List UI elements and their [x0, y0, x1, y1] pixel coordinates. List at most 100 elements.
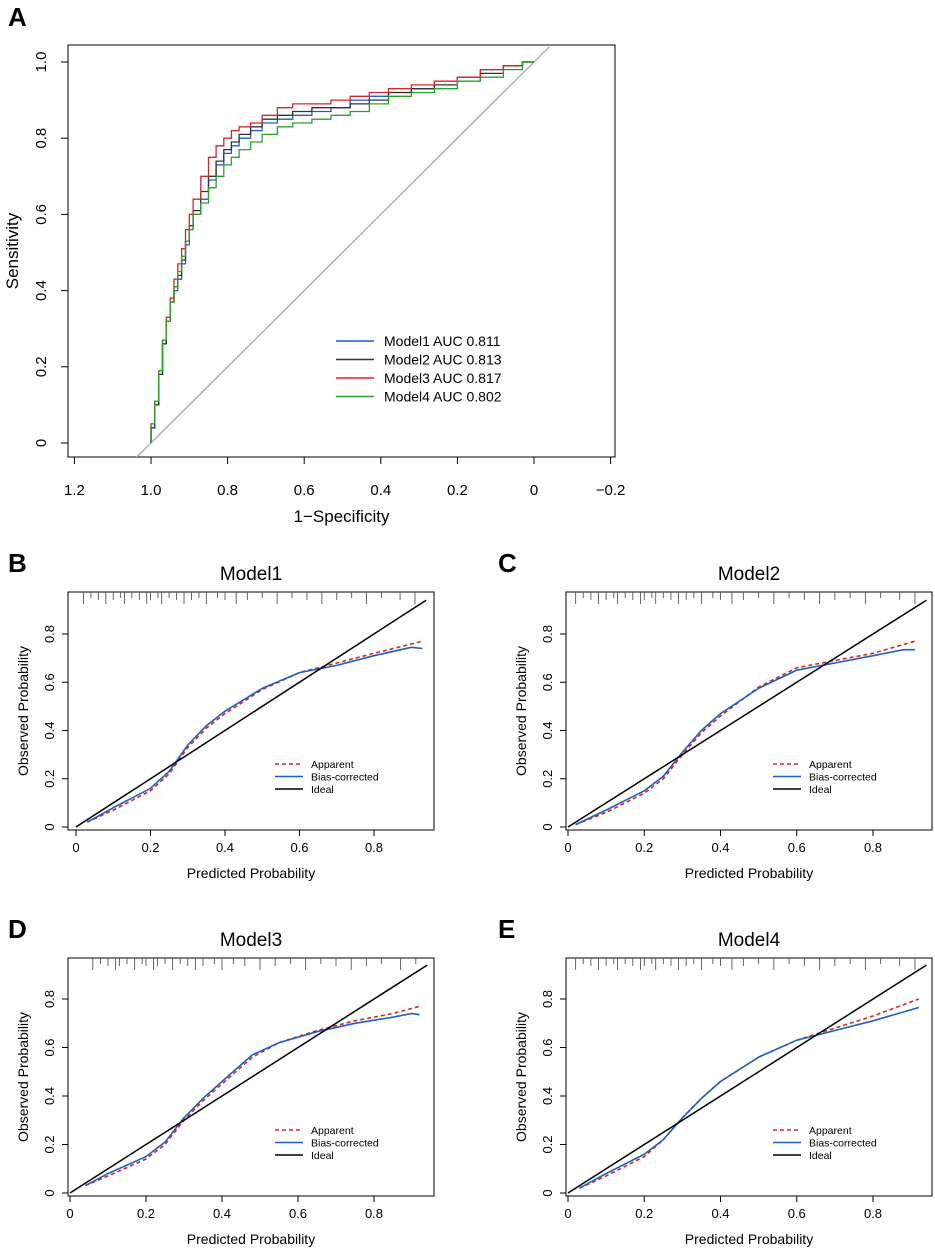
x-tick-label: 0.8 [864, 1206, 882, 1221]
panel-c: C Model2 0 0.2 0.4 0.6 0.8 0 0.2 0.4 0.6 0.8 Predict… [498, 548, 933, 881]
reference-diagonal [136, 46, 550, 457]
ideal-line [567, 964, 927, 1194]
y-axis-title: Observed Probability [15, 646, 31, 776]
x-tick-label: 0 [564, 1206, 571, 1221]
apparent-curve [84, 1005, 420, 1187]
panel-title: Model4 [718, 930, 781, 951]
y-axis-title: Sensitivity [3, 212, 22, 289]
panel-title: Model1 [220, 564, 282, 585]
legend-label: Model4 AUC 0.802 [384, 389, 502, 405]
roc-curve-model4 [150, 61, 534, 443]
ideal-line [75, 599, 427, 828]
panel-title: Model2 [718, 564, 780, 585]
y-tick-label: 0.2 [33, 356, 50, 377]
plot-frame [67, 591, 435, 831]
y-tick-label: 0.6 [42, 673, 57, 691]
legend-label: Bias-corrected [311, 772, 379, 784]
y-tick-label: 0.2 [540, 1135, 555, 1153]
y-tick-label: 0.4 [540, 1087, 555, 1105]
y-axis-title: Observed Probability [513, 1012, 529, 1142]
x-tick-label: 0.6 [290, 840, 308, 855]
y-axis-title: Observed Probability [15, 1012, 31, 1142]
legend-label: Ideal [809, 1150, 832, 1162]
y-tick-label: 0 [540, 1189, 555, 1196]
y-tick-label: 0.2 [540, 770, 555, 788]
y-tick-label: 0.6 [540, 1038, 555, 1056]
x-tick-label: 0.2 [635, 1206, 653, 1221]
x-tick-label: 0.2 [137, 1206, 155, 1221]
x-tick-label: 0.6 [289, 1206, 307, 1221]
y-tick-label: 0.8 [540, 990, 555, 1008]
x-tick-label: 0.8 [217, 482, 238, 499]
x-tick-label: 0.4 [370, 482, 391, 499]
x-tick-label: 1.0 [141, 482, 162, 499]
legend-label: Bias-corrected [809, 772, 877, 784]
legend-label: Ideal [809, 784, 832, 796]
ideal-line [567, 599, 927, 828]
x-tick-label: 0 [72, 840, 79, 855]
y-tick-label: 0.8 [42, 625, 57, 643]
x-tick-label: 0 [66, 1206, 73, 1221]
y-tick-label: 0.4 [42, 721, 57, 739]
panel-letter: D [8, 914, 27, 944]
y-tick-label: 0 [540, 823, 555, 830]
apparent-curve [86, 640, 423, 823]
x-tick-label: 0.6 [788, 1206, 806, 1221]
y-tick-label: 0.4 [540, 721, 555, 739]
x-tick-label: 0.8 [365, 1206, 383, 1221]
y-tick-label: 0 [33, 439, 50, 447]
y-tick-label: 0.8 [540, 625, 555, 643]
panel-letter: C [498, 548, 517, 578]
y-tick-label: 0.6 [33, 204, 50, 225]
legend-label: Apparent [809, 759, 852, 771]
bias-corrected-curve [86, 646, 423, 823]
x-tick-label: 0.2 [635, 840, 653, 855]
x-axis-title: Predicted Probability [685, 865, 813, 881]
y-tick-label: 0.4 [42, 1087, 57, 1105]
x-tick-label: 0.6 [294, 482, 315, 499]
x-tick-label: 0.6 [788, 840, 806, 855]
y-tick-label: 0.6 [42, 1038, 57, 1056]
legend-label: Model2 AUC 0.813 [384, 352, 502, 368]
x-tick-label: 0.4 [213, 1206, 231, 1221]
legend-label: Apparent [311, 1125, 354, 1137]
legend-label: Bias-corrected [809, 1138, 877, 1150]
legend-label: Model1 AUC 0.811 [384, 333, 501, 349]
x-tick-label: 0.2 [141, 840, 159, 855]
y-tick-label: 0 [42, 823, 57, 830]
legend-label: Model3 AUC 0.817 [384, 370, 502, 386]
y-tick-label: 0.8 [33, 128, 50, 149]
panel-title: Model3 [220, 930, 282, 951]
y-tick-label: 0.8 [42, 990, 57, 1008]
legend-label: Apparent [809, 1125, 852, 1137]
bias-corrected-curve [579, 1006, 920, 1189]
x-tick-label: 0.2 [447, 482, 468, 499]
panel-a: A 1.2 1.0 0.8 0.6 0.4 0.2 0 −0.2 0 0.2 0.4 0.6 0.8 1.0… [3, 2, 625, 526]
bias-corrected-curve [84, 1012, 420, 1187]
bias-corrected-curve [575, 648, 915, 826]
y-tick-label: 1.0 [33, 52, 50, 73]
apparent-curve [575, 640, 916, 826]
apparent-curve [579, 998, 920, 1189]
x-tick-label: 1.2 [64, 482, 85, 499]
y-tick-label: 0 [42, 1189, 57, 1196]
plot-frame [67, 44, 616, 458]
y-axis-title: Observed Probability [513, 646, 529, 776]
y-tick-label: 0.2 [42, 770, 57, 788]
x-axis-title: Predicted Probability [187, 865, 315, 881]
panel-b: B Model1 0 0.2 0.4 0.6 0.8 0 0.2 0.4 0.6 0.8 Predict… [8, 548, 435, 881]
x-tick-label: 0 [530, 482, 538, 499]
y-tick-label: 0.6 [540, 673, 555, 691]
panel-letter: A [8, 2, 27, 32]
legend-label: Apparent [311, 759, 354, 771]
panel-letter: E [498, 914, 515, 944]
x-tick-label: 0.4 [711, 1206, 729, 1221]
ideal-line [69, 964, 428, 1194]
y-tick-label: 0.4 [33, 280, 50, 301]
plot-frame [565, 591, 933, 831]
x-tick-label: 0.8 [864, 840, 882, 855]
x-tick-label: 0 [564, 840, 571, 855]
x-tick-label: 0.4 [711, 840, 729, 855]
panel-letter: B [8, 548, 27, 578]
